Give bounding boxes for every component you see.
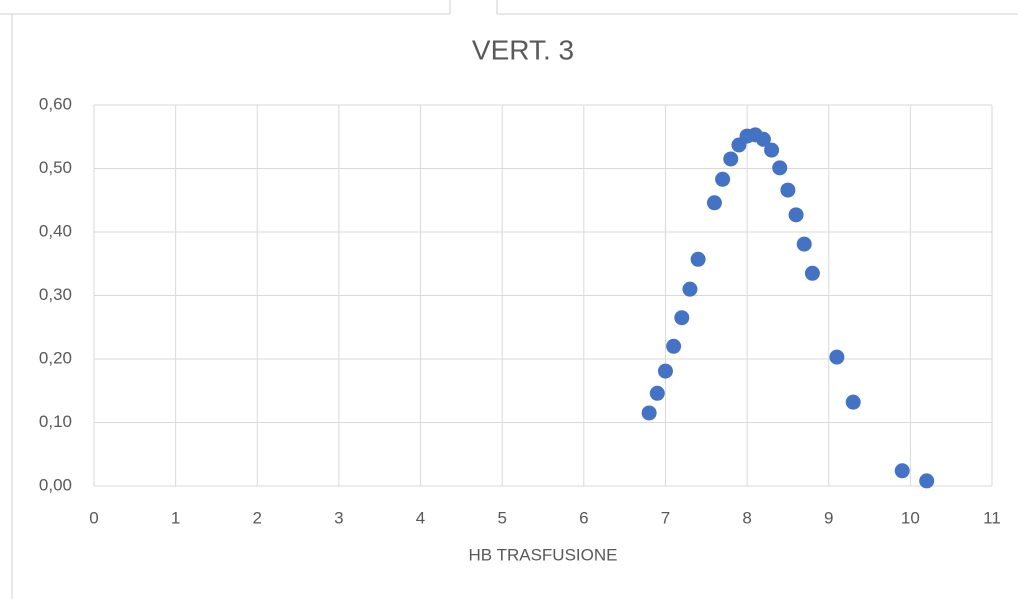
point <box>723 151 739 167</box>
x-tick-label: 5 <box>497 508 506 527</box>
x-tick-label: 9 <box>824 508 833 527</box>
point <box>715 171 731 187</box>
x-tick-label: 8 <box>742 508 751 527</box>
point <box>649 385 665 401</box>
x-tick-label: 3 <box>334 508 343 527</box>
x-tick-label: 6 <box>579 508 588 527</box>
x-tick-label: 11 <box>983 508 1001 527</box>
y-tick-label: 0,20 <box>39 348 72 367</box>
point <box>706 195 722 211</box>
x-axis-label: HB TRASFUSIONE <box>469 545 618 564</box>
x-tick-label: 7 <box>661 508 670 527</box>
y-tick-label: 0,40 <box>39 221 72 240</box>
point <box>894 463 910 479</box>
point <box>674 310 690 326</box>
x-tick-label: 2 <box>253 508 262 527</box>
chart-title: VERT. 3 <box>472 34 574 65</box>
point <box>772 160 788 176</box>
point <box>788 207 804 223</box>
point <box>780 182 796 198</box>
y-tick-label: 0,60 <box>39 94 72 113</box>
y-tick-label: 0,30 <box>39 285 72 304</box>
point <box>829 349 845 365</box>
point <box>690 251 706 267</box>
point <box>796 236 812 252</box>
y-tick-label: 0,00 <box>39 475 72 494</box>
point <box>657 363 673 379</box>
point <box>755 131 771 147</box>
x-tick-label: 4 <box>416 508 425 527</box>
point <box>641 405 657 421</box>
x-tick-label: 0 <box>89 508 98 527</box>
y-tick-label: 0,50 <box>39 158 72 177</box>
y-tick-label: 0,10 <box>39 412 72 431</box>
point <box>666 338 682 354</box>
point <box>764 142 780 158</box>
point <box>845 394 861 410</box>
point <box>682 281 698 297</box>
point <box>804 265 820 281</box>
point <box>919 473 935 489</box>
x-tick-label: 10 <box>901 508 920 527</box>
x-tick-label: 1 <box>171 508 180 527</box>
